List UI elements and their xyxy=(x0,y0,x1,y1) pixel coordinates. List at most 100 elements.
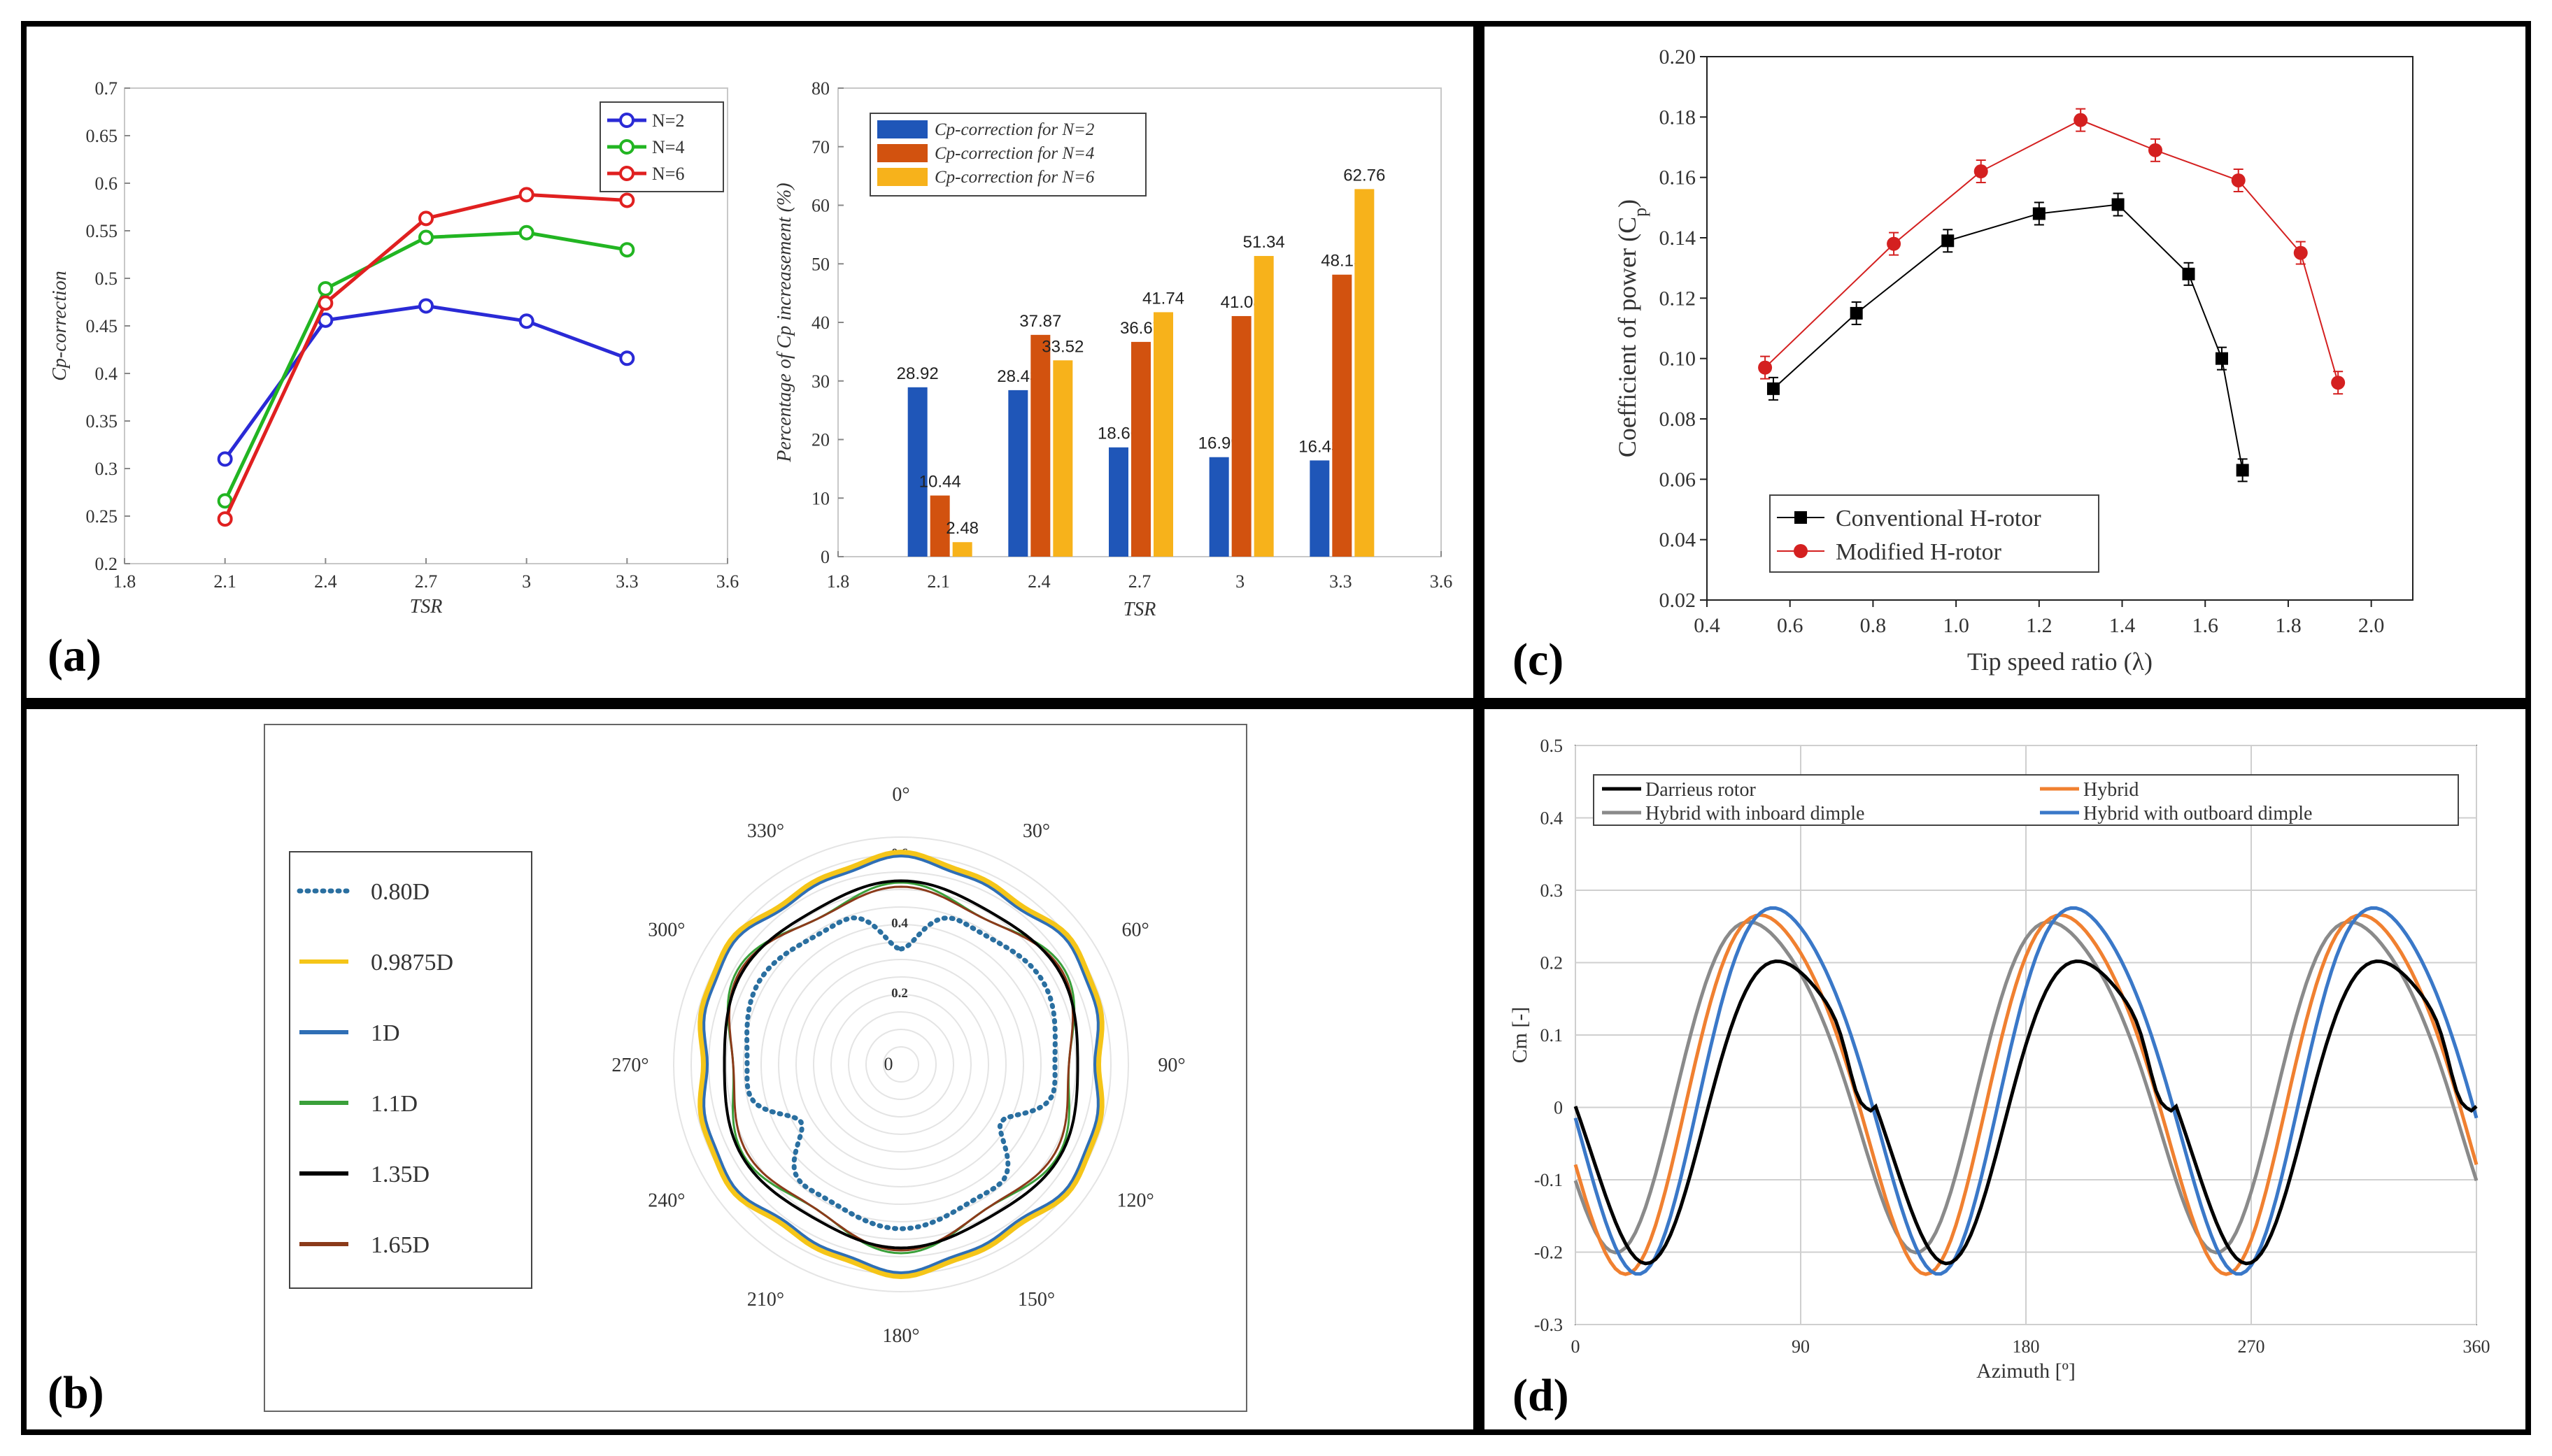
a1-ytick-label: 0.3 xyxy=(95,459,118,479)
b-angle-label: 60° xyxy=(1122,920,1149,941)
c-xtick-label: 1.0 xyxy=(1943,614,1969,637)
a2-bar xyxy=(1154,312,1173,557)
d-xtick-label: 0 xyxy=(1571,1336,1580,1357)
b-angle-label: 300° xyxy=(648,920,685,941)
d-series-curve xyxy=(1573,906,2479,1276)
a2-data-label: 28.92 xyxy=(897,364,939,383)
a2-xtick-label: 1.8 xyxy=(827,571,850,592)
a1-xtick-label: 3.6 xyxy=(716,571,739,592)
b-angle-label: 180° xyxy=(882,1325,919,1347)
b-legend-label: 1.65D xyxy=(371,1232,430,1258)
b-grid-ring xyxy=(795,959,1007,1170)
c-ytick-label: 0.06 xyxy=(1659,468,1696,491)
a1-data-point xyxy=(619,192,635,208)
c-xtick-label: 1.4 xyxy=(2109,614,2136,637)
a2-bar xyxy=(907,387,928,557)
c-data-point xyxy=(2182,267,2195,280)
c-xlabel: Tip speed ratio (λ) xyxy=(1967,648,2153,676)
b-grid-ring xyxy=(848,1011,954,1118)
a1-data-point xyxy=(217,493,233,509)
panel-d-label: (d) xyxy=(1512,1370,1569,1421)
a1-ytick-label: 0.45 xyxy=(86,316,118,336)
a2-ylabel: Percentage of Cp increasement (%) xyxy=(774,183,795,462)
d-xtick-label: 90 xyxy=(1792,1336,1810,1357)
a2-bar xyxy=(1254,256,1274,557)
c-data-point xyxy=(2215,352,2228,365)
a2-data-label: 37.87 xyxy=(1019,312,1061,331)
b-angle-label: 270° xyxy=(611,1055,648,1076)
b-radial-label: 0.4 xyxy=(891,916,908,931)
b-grid-ring xyxy=(830,994,972,1135)
a1-xtick-label: 1.8 xyxy=(113,571,136,592)
a2-bar xyxy=(1310,460,1330,557)
panel-b-chart: 0° 30° 60° 90° 120° 150° 180° 210° 240° 270° 300° 3… xyxy=(264,724,1247,1412)
c-ytick-label: 0.02 xyxy=(1659,589,1696,612)
c-data-point xyxy=(1887,236,1901,251)
a1-data-point xyxy=(418,229,434,245)
b-angle-label: 0° xyxy=(892,784,909,806)
a2-legend-label: Cp-correction for N=6 xyxy=(935,168,1095,187)
d-xlabel: Azimuth [º] xyxy=(1976,1359,2076,1383)
b-angle-label: 150° xyxy=(1018,1289,1055,1311)
a1-ytick-label: 0.25 xyxy=(86,506,118,527)
a1-data-point xyxy=(418,210,434,227)
a1-ytick-label: 0.35 xyxy=(86,411,118,431)
a1-ytick-label: 0.4 xyxy=(95,364,118,384)
a1-ytick-label: 0.2 xyxy=(95,554,118,574)
a1-ytick-label: 0.55 xyxy=(86,221,118,241)
c-data-point xyxy=(1766,382,1780,395)
c-ytick-label: 0.20 xyxy=(1659,45,1696,69)
d-xtick-label: 180 xyxy=(2013,1336,2040,1357)
d-ytick-label: 0.3 xyxy=(1540,880,1564,901)
a1-ylabel: Cp-correction xyxy=(49,271,71,381)
a2-data-label: 51.34 xyxy=(1243,233,1285,252)
d-series-curve xyxy=(1573,959,2478,1266)
b-angle-label: 30° xyxy=(1023,820,1050,842)
a1-data-point xyxy=(518,224,534,241)
d-xtick-label: 270 xyxy=(2238,1336,2265,1357)
c-ytick-label: 0.16 xyxy=(1659,166,1696,190)
d-ytick-label: -0.3 xyxy=(1534,1315,1563,1335)
a2-data-label: 10.44 xyxy=(919,473,961,492)
c-data-point xyxy=(2293,245,2308,260)
a1-data-point xyxy=(418,298,434,314)
a2-legend-label: Cp-correction for N=2 xyxy=(935,120,1094,139)
a1-data-point xyxy=(518,313,534,329)
d-ytick-label: 0 xyxy=(1554,1098,1563,1118)
a1-xtick-label: 3.3 xyxy=(616,571,639,592)
c-ytick-label: 0.10 xyxy=(1659,348,1696,371)
a2-xtick-label: 3.3 xyxy=(1329,571,1352,592)
c-legend-label: Conventional H-rotor xyxy=(1836,506,2041,531)
a1-xtick-label: 2.7 xyxy=(415,571,438,592)
a1-ytick-label: 0.5 xyxy=(95,269,118,289)
d-legend-label: Hybrid with outboard dimple xyxy=(2083,803,2312,825)
a1-legend-marker xyxy=(619,139,635,155)
c-ylabel: Coefficient of power (Cp) xyxy=(1613,199,1650,457)
c-data-point xyxy=(2331,376,2346,390)
b-angle-label: 330° xyxy=(747,820,784,842)
a2-ytick-label: 70 xyxy=(811,137,830,157)
a1-series-line xyxy=(223,304,628,460)
c-ylabel-end: ) xyxy=(1613,199,1641,208)
a2-ytick-label: 0 xyxy=(821,547,830,567)
a2-xlabel: TSR xyxy=(1123,599,1156,620)
a1-data-point xyxy=(518,187,534,203)
a2-legend-swatch xyxy=(877,168,928,186)
b-grid-ring xyxy=(760,924,1042,1205)
d-xtick-label: 360 xyxy=(2463,1336,2490,1357)
a2-bar xyxy=(1231,315,1252,557)
b-angle-label: 120° xyxy=(1117,1190,1154,1212)
d-series-curve xyxy=(1573,913,2479,1276)
d-ytick-label: 0.1 xyxy=(1540,1025,1564,1045)
b-legend-label: 1.1D xyxy=(371,1091,418,1117)
d-legend-label: Darrieus rotor xyxy=(1645,779,1757,801)
a2-bar xyxy=(1332,274,1352,557)
c-data-point xyxy=(2032,207,2046,220)
panel-c: 0.4 0.6 0.8 1.0 1.2 1.4 1.6 1.8 2.0 0.02 0.04 0.06 0… xyxy=(1479,21,2531,704)
b-legend-label: 1D xyxy=(371,1020,400,1046)
a1-series-line xyxy=(223,231,628,502)
d-ylabel: Cm [-] xyxy=(1508,1007,1531,1064)
a2-bar xyxy=(1131,341,1151,557)
a2-xtick-label: 3 xyxy=(1235,571,1245,592)
a2-ytick-label: 10 xyxy=(811,488,830,508)
